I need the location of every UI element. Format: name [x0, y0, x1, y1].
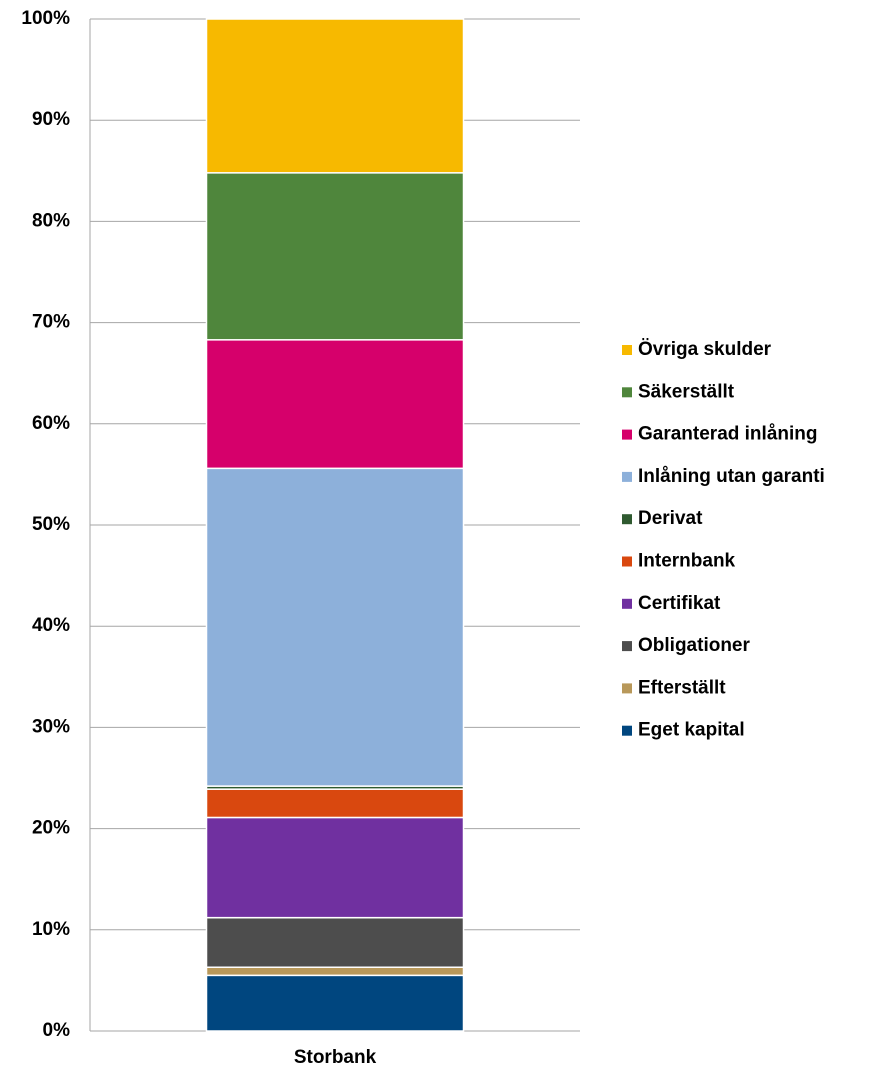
legend-swatch — [622, 556, 632, 567]
legend-label: Säkerställt — [638, 381, 735, 402]
x-tick-label: Storbank — [294, 1047, 377, 1068]
legend-label: Eget kapital — [638, 720, 745, 741]
bar-segment — [205, 172, 465, 341]
legend-label: Efterställt — [638, 677, 726, 698]
legend-swatch — [622, 641, 632, 652]
bar-segment — [205, 816, 465, 919]
legend-swatch — [622, 514, 632, 525]
bar-segment — [205, 788, 465, 819]
legend-label: Inlåning utan garanti — [638, 466, 825, 487]
bar-segment — [205, 916, 465, 968]
y-tick-label: 40% — [32, 615, 70, 636]
y-tick-label: 30% — [32, 716, 70, 737]
y-tick-label: 10% — [32, 919, 70, 940]
bar-segment — [205, 339, 465, 470]
legend-swatch — [622, 598, 632, 609]
legend-swatch — [622, 683, 632, 694]
y-tick-label: 80% — [32, 210, 70, 231]
y-tick-label: 50% — [32, 514, 70, 535]
legend-swatch — [622, 429, 632, 440]
legend-label: Obligationer — [638, 635, 751, 656]
y-tick-label: 70% — [32, 312, 70, 333]
bar-segment — [205, 467, 465, 787]
legend-swatch — [622, 387, 632, 398]
legend-swatch — [622, 725, 632, 736]
y-tick-label: 60% — [32, 413, 70, 434]
legend-label: Internbank — [638, 551, 736, 572]
legend-swatch — [622, 471, 632, 482]
y-tick-label: 0% — [43, 1020, 71, 1041]
y-tick-label: 90% — [32, 109, 70, 130]
legend-label: Garanterad inlåning — [638, 424, 817, 445]
legend-label: Övriga skulder — [638, 339, 772, 360]
legend-swatch — [622, 345, 632, 355]
bar-segment — [205, 18, 465, 174]
bar-segment — [205, 966, 465, 977]
legend-label: Derivat — [638, 508, 703, 529]
legend-label: Certifikat — [638, 593, 721, 614]
y-tick-label: 20% — [32, 818, 70, 839]
bar-segment — [205, 974, 465, 1032]
y-tick-label: 100% — [21, 8, 70, 29]
